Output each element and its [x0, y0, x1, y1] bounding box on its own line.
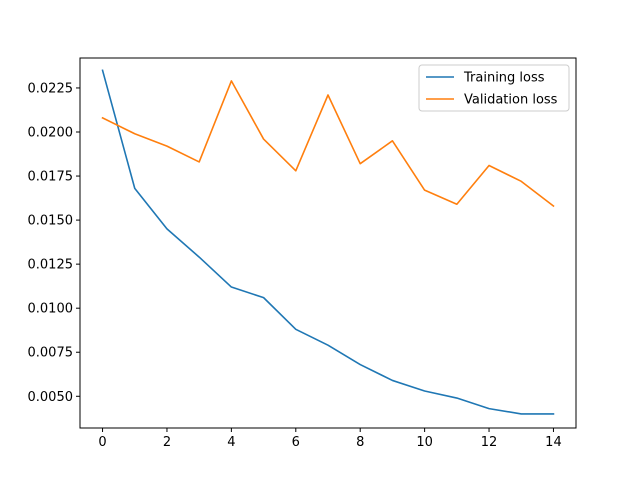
- x-tick-label: 8: [356, 435, 364, 450]
- x-axis: 0 2 4 6 8 10 12 14: [98, 428, 562, 450]
- y-axis: 0.0050 0.0075 0.0100 0.0125 0.0150 0.0175 0.02…: [28, 81, 80, 405]
- x-tick-label: 10: [416, 435, 433, 450]
- legend-label: Training loss: [463, 71, 545, 86]
- legend-box: [418, 64, 570, 112]
- x-tick-label: 6: [292, 435, 300, 450]
- y-tick-label: 0.0050: [28, 390, 74, 405]
- x-tick-label: 0: [98, 435, 106, 450]
- plot-lines: [101, 69, 555, 415]
- y-tick-label: 0.0150: [28, 214, 74, 229]
- y-tick-label: 0.0225: [28, 81, 74, 96]
- x-tick-label: 2: [163, 435, 171, 450]
- legend-label: Validation loss: [464, 93, 558, 108]
- x-tick-label: 4: [227, 435, 235, 450]
- y-tick-label: 0.0175: [28, 170, 74, 185]
- y-tick-label: 0.0125: [28, 258, 74, 273]
- series-line-validation-loss: [101, 80, 555, 208]
- series-line-training-loss: [101, 69, 555, 415]
- y-tick-label: 0.0075: [28, 346, 74, 361]
- x-tick-label: 12: [481, 435, 498, 450]
- legend: Training loss Validation loss: [418, 64, 570, 112]
- plot-frame: [79, 57, 577, 429]
- y-tick-label: 0.0200: [28, 126, 74, 141]
- x-tick-label: 14: [545, 435, 562, 450]
- y-tick-label: 0.0100: [28, 302, 74, 317]
